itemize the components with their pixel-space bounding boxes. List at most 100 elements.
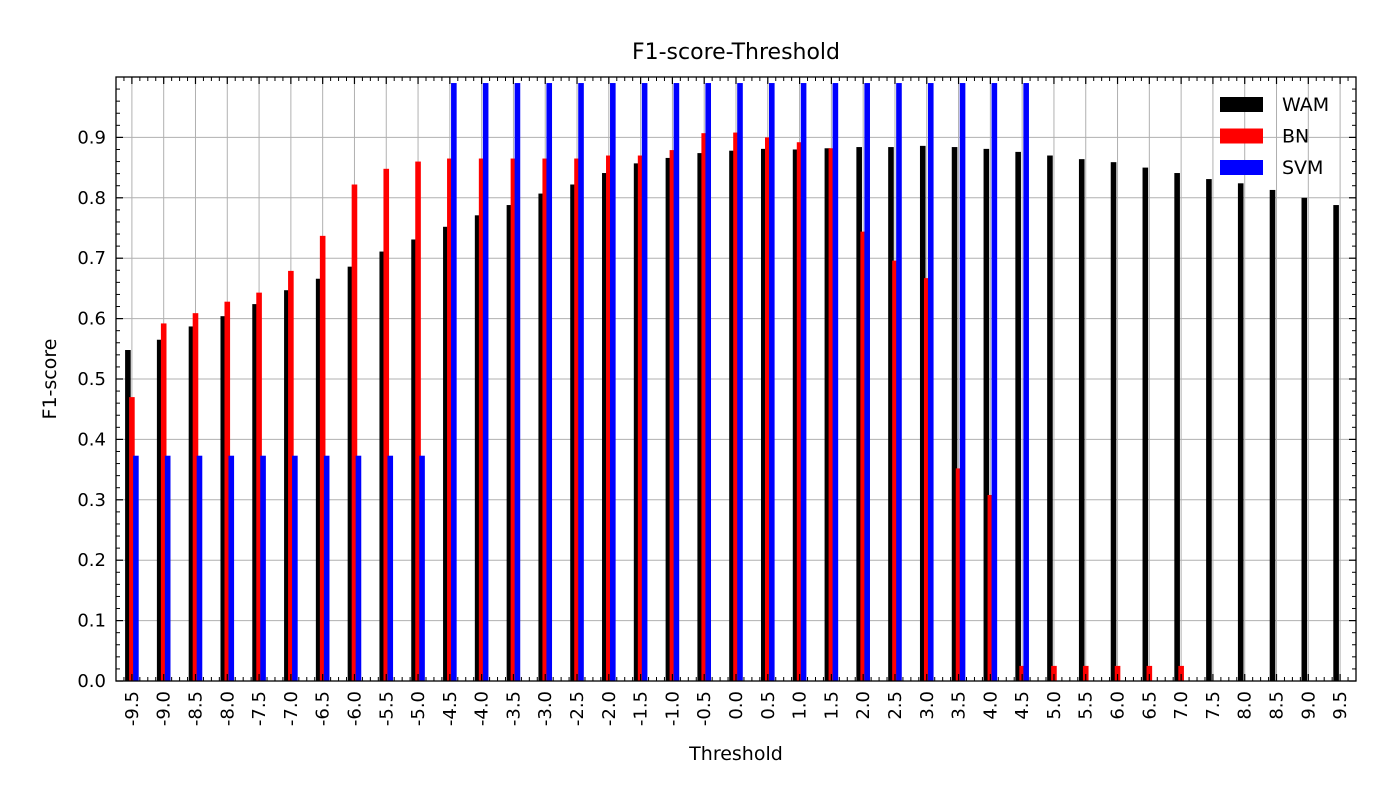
bar-wam: [284, 290, 290, 681]
bar-bn: [542, 158, 549, 682]
bar-svm: [864, 83, 870, 682]
bar-bn: [129, 397, 135, 681]
bar-wam: [474, 215, 481, 682]
bar-bn: [1114, 665, 1121, 681]
bar-bn: [733, 132, 739, 681]
bar-bn: [447, 158, 453, 682]
y-tick-label: 0.3: [77, 490, 106, 511]
bar-wam: [506, 205, 513, 681]
bar-bn: [606, 155, 612, 681]
bar-bn: [1051, 665, 1057, 681]
x-tick-label: 6.5: [1139, 691, 1160, 720]
bars: [125, 83, 1339, 682]
bar-wam: [633, 163, 640, 681]
bar-wam: [1015, 151, 1021, 681]
bar-wam: [1301, 197, 1308, 682]
bar-svm: [578, 83, 584, 682]
bar-wam: [665, 157, 672, 681]
bar-wam: [538, 193, 545, 681]
bar-wam: [888, 147, 894, 682]
bar-wam: [792, 149, 799, 682]
bar-bn: [1019, 665, 1025, 681]
bar-wam: [188, 326, 195, 681]
x-tick-label: -3.0: [535, 691, 556, 726]
bar-bn: [478, 158, 485, 682]
bar-wam: [951, 147, 958, 682]
x-tick-label: -1.0: [662, 691, 683, 726]
bar-wam: [1174, 173, 1180, 681]
bar-svm: [673, 83, 680, 682]
bar-wam: [697, 153, 704, 681]
x-tick-label: 9.0: [1298, 691, 1319, 720]
x-tick-label: 8.5: [1267, 691, 1288, 720]
y-axis-label: F1-score: [39, 339, 61, 420]
bar-bn: [955, 468, 962, 681]
bar-svm: [323, 455, 330, 681]
x-tick-labels: -9.5 -9.0 -8.5 -8.0 -7.5 -7.0 -6.5 -6.0 -5.5 -5.0…: [122, 691, 1351, 726]
bar-svm: [260, 455, 266, 681]
bar-svm: [768, 83, 775, 682]
bar-svm: [737, 83, 743, 682]
bar-wam: [760, 148, 767, 682]
x-tick-label: 1.0: [790, 691, 811, 720]
bar-wam: [729, 150, 735, 682]
bar-svm: [196, 455, 203, 681]
bar-bn: [1082, 665, 1089, 681]
bar-bn: [383, 168, 390, 682]
bar-wam: [1078, 159, 1085, 682]
bar-wam: [824, 148, 831, 682]
bar-bn: [637, 155, 644, 681]
bar-bn: [796, 142, 803, 681]
bar-bn: [510, 158, 517, 682]
bar-wam: [156, 339, 163, 681]
bar-wam: [252, 304, 258, 681]
y-tick-label: 0.9: [77, 127, 106, 148]
bar-wam: [315, 278, 322, 681]
bar-wam: [1237, 183, 1244, 681]
bar-bn: [319, 235, 326, 682]
bar-svm: [991, 83, 998, 682]
x-tick-label: -2.0: [599, 691, 620, 726]
bar-bn: [923, 278, 930, 681]
chart-title: F1-score-Threshold: [632, 40, 840, 65]
bar-bn: [351, 184, 358, 681]
bar-bn: [764, 137, 771, 681]
x-tick-label: -9.0: [154, 691, 175, 726]
x-tick-label: -7.5: [249, 691, 270, 726]
bar-svm: [959, 83, 966, 682]
bar-bn: [256, 292, 262, 681]
bar-bn: [415, 161, 421, 681]
bar-wam: [125, 350, 131, 681]
bar-svm: [610, 83, 616, 682]
y-tick-label: 0.1: [77, 611, 106, 632]
x-tick-label: 9.5: [1330, 691, 1351, 720]
bar-svm: [451, 83, 457, 682]
bar-bn: [892, 260, 898, 681]
y-tick-label: 0.8: [77, 188, 106, 209]
bar-wam: [1047, 155, 1053, 681]
x-tick-label: -3.5: [503, 691, 524, 726]
bar-wam: [1110, 162, 1117, 681]
x-tick-label: 5.0: [1044, 691, 1065, 720]
bar-bn: [701, 133, 708, 681]
x-tick-label: 1.5: [821, 691, 842, 720]
bar-bn: [574, 158, 580, 682]
bar-svm: [292, 455, 298, 681]
bar-bn: [987, 494, 994, 681]
legend-label-bn: BN: [1282, 126, 1309, 148]
x-tick-label: 2.5: [885, 691, 906, 720]
x-tick-label: -2.5: [567, 691, 588, 726]
bar-wam: [1269, 189, 1276, 681]
x-tick-label: 4.0: [980, 691, 1001, 720]
bar-bn: [860, 231, 866, 681]
bar-bn: [224, 301, 231, 681]
x-tick-label: -5.5: [376, 691, 397, 726]
x-tick-label: -7.0: [281, 691, 302, 726]
bar-wam: [919, 145, 926, 681]
bar-svm: [800, 83, 807, 682]
legend-label-svm: SVM: [1282, 157, 1323, 179]
x-tick-label: -4.0: [472, 691, 493, 726]
bar-bn: [828, 148, 835, 682]
bar-bn: [1178, 665, 1184, 681]
